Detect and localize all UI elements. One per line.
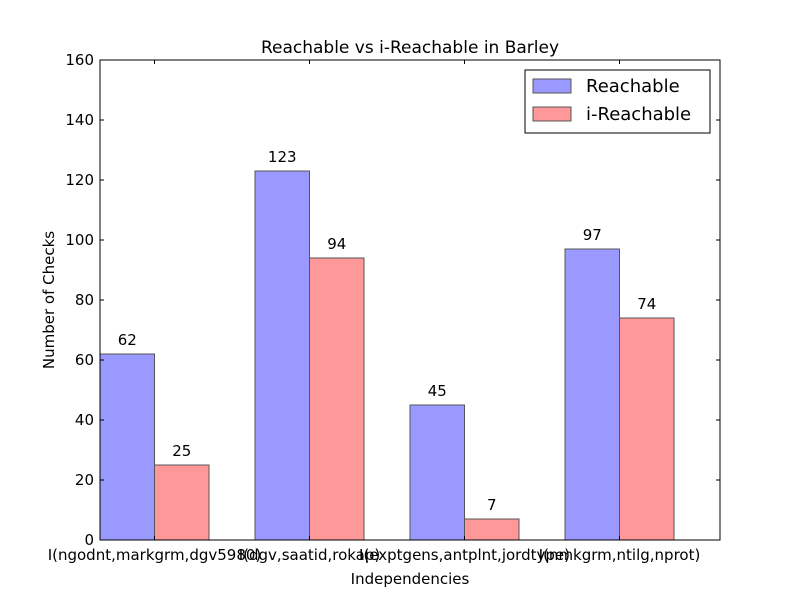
bars-layer: [99, 170, 675, 541]
y-axis-label: Number of Checks: [40, 231, 58, 369]
bar-reachable-2: [409, 404, 465, 541]
legend-label: i-Reachable: [586, 104, 691, 125]
data-label: 94: [327, 235, 346, 253]
data-label: 97: [583, 226, 602, 244]
y-tick-label: 0: [84, 531, 94, 549]
x-tick-label: I(ngodnt,markgrm,dgv5980): [48, 546, 262, 564]
data-labels-layer: 62 123 45 97 25 94 7 74: [118, 148, 657, 514]
data-label: 123: [268, 148, 297, 166]
y-tick-label: 140: [65, 111, 94, 129]
y-tick-label: 100: [65, 231, 94, 249]
bar-i-reachable-3: [619, 317, 675, 541]
bar-i-reachable-1: [309, 257, 365, 541]
bar-i-reachable-0: [154, 464, 210, 541]
x-tick-label: I(nmkgrm,ntilg,nprot): [539, 546, 701, 564]
y-tick-label: 160: [65, 51, 94, 69]
y-tick-label: 20: [75, 471, 94, 489]
x-tick-label: I(exptgens,antplnt,jordtype): [359, 546, 570, 564]
bar-i-reachable-2: [464, 518, 520, 541]
axes-layer: 0 20 40 60 80 100 120 140 160 I(ngodnt,markgrm,dg…: [48, 51, 721, 564]
data-label: 7: [487, 496, 497, 514]
y-tick-label: 120: [65, 171, 94, 189]
data-label: 25: [172, 442, 191, 460]
legend-swatch: [532, 78, 572, 94]
bar-reachable-1: [254, 170, 310, 541]
bar-reachable-3: [564, 248, 620, 541]
legend-label: Reachable: [586, 76, 680, 97]
legend-swatch: [532, 106, 572, 122]
data-label: 45: [428, 382, 447, 400]
chart-title: Reachable vs i-Reachable in Barley: [261, 38, 559, 58]
y-tick-label: 80: [75, 291, 94, 309]
legend: Reachable i-Reachable: [524, 69, 711, 134]
data-label: 74: [637, 295, 656, 313]
data-label: 62: [118, 331, 137, 349]
x-axis-label: Independencies: [351, 570, 470, 588]
x-tick-label: I(dgv,saatid,rokap): [239, 546, 381, 564]
y-tick-label: 40: [75, 411, 94, 429]
bar-reachable-0: [99, 353, 155, 541]
y-tick-label: 60: [75, 351, 94, 369]
